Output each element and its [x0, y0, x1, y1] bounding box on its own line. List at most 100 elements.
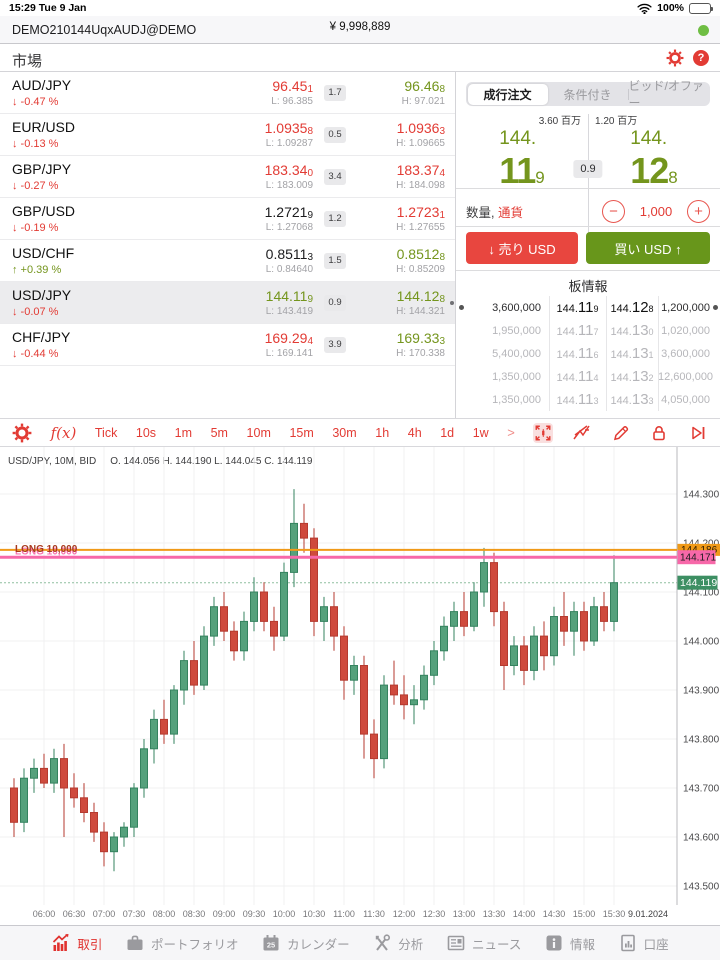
equity-indicator: ¥ 9,998,889: [330, 19, 391, 33]
bid-amount: 5,400,000: [492, 347, 541, 360]
pair-name: CHF/JPY: [12, 329, 71, 345]
tab-カレンダー[interactable]: 25 カレンダー: [261, 933, 350, 953]
bid-cell[interactable]: 183.340 L: 183.009: [225, 162, 313, 191]
amount-decrease-button[interactable]: −: [602, 199, 625, 223]
bid-cell[interactable]: 1.09358 L: 1.09287: [225, 120, 313, 149]
bid-cell[interactable]: 1.27219 L: 1.27068: [225, 204, 313, 233]
battery-percent: 100%: [657, 2, 684, 14]
sell-button[interactable]: ↓ 売り USD: [466, 232, 578, 264]
bid-cell[interactable]: 144.119 L: 143.419: [225, 288, 313, 317]
order-tab-1[interactable]: 条件付き: [563, 87, 612, 102]
timeframe-5m[interactable]: 5m: [210, 425, 228, 440]
news-icon: [447, 935, 465, 951]
timeframe-10s[interactable]: 10s: [135, 425, 157, 440]
timeframe-10m[interactable]: 10m: [246, 425, 271, 440]
order-panel: 成行注文 条件付き ビッド/オファー 3.60 百万 1.20 百万 144. 11…: [455, 72, 720, 418]
market-header: 市場 ?: [0, 44, 720, 72]
timeframe-1w[interactable]: 1w: [472, 425, 489, 440]
ask-cell[interactable]: 1.27231 H: 1.27655: [357, 204, 445, 233]
tab-ニュース[interactable]: ニュース: [446, 933, 521, 953]
ask-quote[interactable]: 144. 128: [588, 126, 720, 250]
equity-value: ¥ 9,998,889: [329, 21, 391, 33]
selected-row-dot: [450, 300, 454, 305]
market-row-gbpjpy[interactable]: GBP/JPY ↓ -0.27 % 183.340 L: 183.009 3.4…: [0, 156, 455, 198]
amount-value[interactable]: 1,000: [639, 203, 673, 219]
step-forward-icon[interactable]: [688, 423, 708, 443]
ask-cell[interactable]: 0.85128 H: 0.85209: [357, 246, 445, 275]
pair-name: USD/CHF: [12, 245, 75, 261]
tab-ポートフォリオ[interactable]: ポートフォリオ: [125, 933, 238, 953]
ask-cell[interactable]: 96.468 H: 97.021: [357, 78, 445, 107]
ask-prefix: 144.: [630, 128, 668, 149]
svg-text:07:30: 07:30: [123, 909, 146, 919]
market-row-usdchf[interactable]: USD/CHF ↑ +0.39 % 0.85113 L: 0.84640 1.5…: [0, 240, 455, 282]
timeframe-15m[interactable]: 15m: [289, 425, 314, 440]
timeframe-tick[interactable]: Tick: [94, 425, 118, 440]
bid-cell[interactable]: 0.85113 L: 0.84640: [225, 246, 313, 275]
ask-big-digits: 12: [630, 150, 669, 191]
tab-情報[interactable]: 情報: [544, 933, 595, 953]
ask-cell[interactable]: 169.333 H: 170.338: [357, 330, 445, 359]
timeframe-1m[interactable]: 1m: [174, 425, 193, 440]
market-row-gbpusd[interactable]: GBP/USD ↓ -0.19 % 1.27219 L: 1.27068 1.2…: [0, 198, 455, 240]
bid-cell[interactable]: 96.451 L: 96.385: [225, 78, 313, 107]
svg-text:143.900: 143.900: [683, 686, 720, 697]
ask-amount: 1,200,000: [661, 301, 710, 314]
tab-取引[interactable]: 取引: [51, 933, 102, 953]
timeframe-30m[interactable]: 30m: [332, 425, 357, 440]
tab-口座[interactable]: 口座: [618, 933, 669, 953]
bid-price: 144.114: [556, 367, 599, 385]
fit-chart-icon[interactable]: [533, 422, 554, 443]
help-icon[interactable]: ?: [693, 50, 709, 66]
order-tab-0[interactable]: 成行注文: [467, 83, 548, 105]
depth-title: 板情報: [568, 279, 608, 294]
svg-text:08:00: 08:00: [153, 909, 176, 919]
chart-legend: USD/JPY, 10M, BID O. 144.056 H. 144.190 L…: [8, 456, 326, 467]
status-bar: 15:29 Tue 9 Jan 100%: [0, 0, 720, 16]
depth-row[interactable]: 3,600,000 144.119 144.128 1,200,000: [466, 296, 710, 319]
wifi-icon: [637, 3, 652, 14]
low-label: L: 96.385: [271, 95, 313, 107]
depth-row[interactable]: 1,950,000 144.117 144.130 1,020,000: [466, 319, 710, 342]
pair-name: USD/JPY: [12, 287, 72, 303]
svg-text:144.171: 144.171: [680, 553, 717, 564]
pair-name: GBP/USD: [12, 203, 76, 219]
bid-quote[interactable]: 144. 119: [456, 126, 588, 250]
ask-cell[interactable]: 183.374 H: 184.098: [357, 162, 445, 191]
account-bar[interactable]: DEMO210144UqxAUDJ@DEMO ¥ 9,998,889: [0, 16, 720, 44]
market-row-usdjpy[interactable]: USD/JPY ↓ -0.07 % 144.119 L: 143.419 0.9…: [0, 282, 455, 324]
amount-increase-button[interactable]: +: [687, 199, 710, 223]
candlestick-canvas[interactable]: 06:00 06:30 07:00 07:30 08:00 08:30 09:00 09:30…: [0, 447, 720, 925]
price-chart[interactable]: USD/JPY, 10M, BID O. 144.056 H. 144.190 L…: [0, 447, 720, 925]
bid-cell[interactable]: 169.294 L: 169.141: [225, 330, 313, 359]
trend-lines-icon[interactable]: [572, 423, 592, 443]
spread-cell: 1.7: [317, 84, 353, 101]
timeframe-1d[interactable]: 1d: [440, 425, 455, 440]
ask-cell[interactable]: 144.128 H: 144.321: [357, 288, 445, 317]
currency-link[interactable]: 通貨: [497, 205, 523, 220]
market-row-chfjpy[interactable]: CHF/JPY ↓ -0.44 % 169.294 L: 169.141 3.9…: [0, 324, 455, 366]
depth-row[interactable]: 1,350,000 144.113 144.133 4,050,000: [466, 388, 710, 411]
market-row-eurusd[interactable]: EUR/USD ↓ -0.13 % 1.09358 L: 1.09287 0.5…: [0, 114, 455, 156]
svg-text:09:00: 09:00: [213, 909, 236, 919]
market-row-audjpy[interactable]: AUD/JPY ↓ -0.47 % 96.451 L: 96.385 1.7 9…: [0, 72, 455, 114]
high-label: H: 170.338: [396, 347, 445, 359]
tab-label: 口座: [643, 937, 669, 952]
svg-text:143.700: 143.700: [683, 784, 720, 795]
pair-change: ↓ -0.07 %: [12, 306, 59, 318]
lock-icon[interactable]: [649, 423, 669, 443]
indicators-fx-button[interactable]: f(x): [50, 423, 77, 442]
ask-cell[interactable]: 1.09363 H: 1.09665: [357, 120, 445, 149]
order-tab-2[interactable]: ビッド/オファー: [628, 79, 704, 110]
pencil-draw-icon[interactable]: [611, 423, 631, 443]
spread-cell: 1.2: [317, 210, 353, 227]
timeframe-1h[interactable]: 1h: [375, 425, 390, 440]
settings-gear-icon[interactable]: [666, 49, 684, 67]
buy-button[interactable]: 買い USD ↑: [586, 232, 710, 264]
more-timeframes-chevron[interactable]: >: [507, 425, 515, 440]
depth-row[interactable]: 1,350,000 144.114 144.132 12,600,000: [466, 365, 713, 388]
timeframe-4h[interactable]: 4h: [407, 425, 422, 440]
chart-settings-gear-icon[interactable]: [12, 423, 32, 443]
tab-分析[interactable]: 分析: [372, 933, 423, 953]
depth-row[interactable]: 5,400,000 144.116 144.131 3,600,000: [466, 342, 710, 365]
